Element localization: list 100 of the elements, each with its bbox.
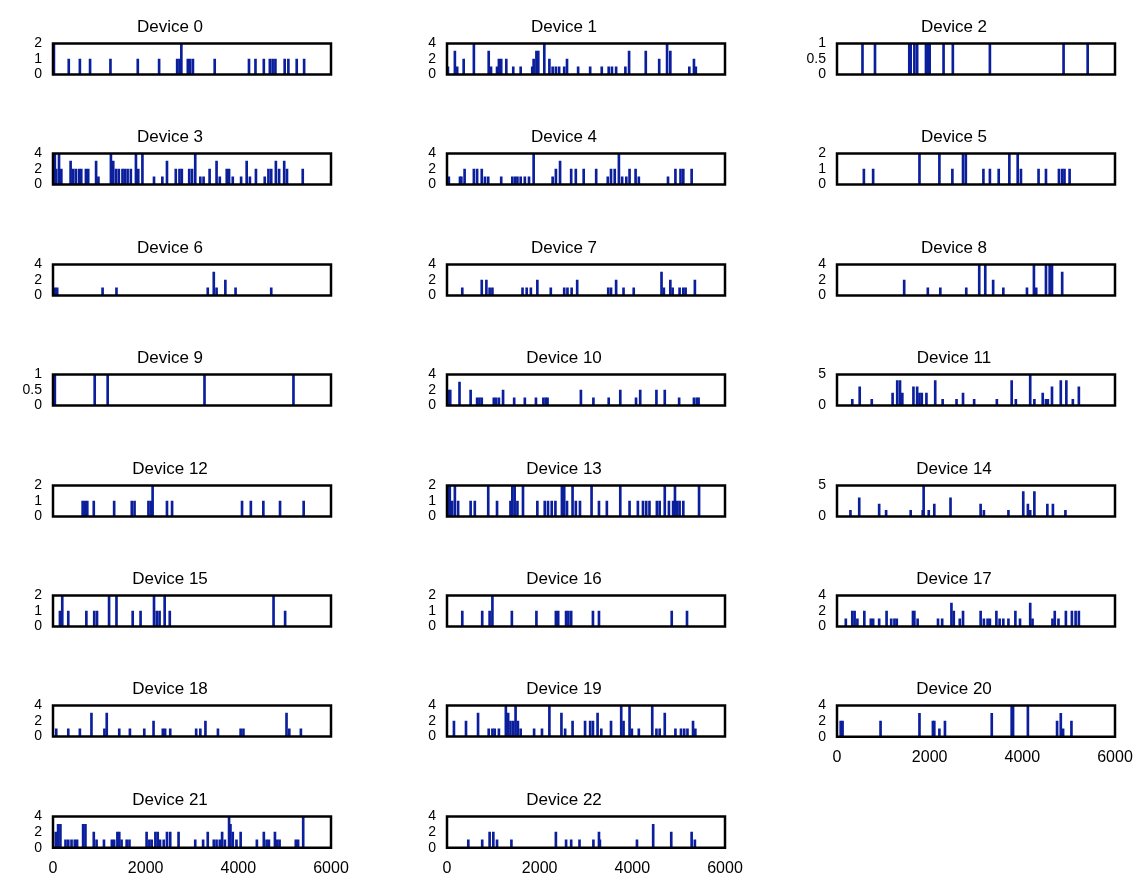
y-tick-label: 0 [818,65,827,82]
y-tick-label: 4 [34,807,43,824]
y-tick-label: 4 [818,586,827,603]
y-tick-label: 2 [428,49,437,66]
y-tick-label: 0 [818,286,827,303]
chart-title: Device 21 [132,789,208,809]
y-tick-label: 0 [34,727,43,744]
y-tick-label: 0 [428,396,437,413]
y-tick-label: 1 [818,34,827,51]
chart-title: Device 0 [136,16,204,36]
x-tick-label: 6000 [313,858,349,876]
y-tick-label: 2 [34,160,43,177]
y-tick-label: 0 [428,65,437,82]
chart-title: Device 5 [920,127,988,147]
x-tick-label: 0 [442,858,452,876]
chart-title: Device 4 [530,127,598,147]
y-tick-label: 0 [818,396,827,413]
y-tick-label: 1 [34,491,43,508]
chart-title: Device 7 [530,237,598,257]
chart-title: Device 20 [916,679,992,699]
y-tick-label: 2 [34,712,43,729]
y-tick-label: 0 [428,175,437,192]
y-tick-label: 4 [428,144,437,161]
chart-title: Device 9 [136,348,204,368]
y-tick-label: 2 [428,160,437,177]
y-tick-label: 5 [818,365,827,382]
y-tick-label: 2 [428,712,437,729]
y-tick-label: 2 [818,601,827,618]
y-tick-label: 0 [34,507,43,524]
y-tick-label: 0 [34,286,43,303]
y-tick-label: 0 [428,286,437,303]
y-tick-label: 2 [34,822,43,839]
y-tick-label: 2 [34,270,43,287]
y-tick-label: 4 [34,696,43,713]
x-tick-label: 0 [48,858,58,876]
x-tick-label: 4000 [1004,748,1041,766]
y-tick-label: 1 [428,601,437,618]
y-tick-label: 0 [34,396,43,413]
x-tick-label: 4000 [614,858,651,876]
y-tick-label: 0 [428,727,437,744]
y-tick-label: 0 [428,838,437,855]
chart-title: Device 15 [132,568,208,588]
y-tick-label: 0.5 [22,381,43,398]
chart-title: Device 16 [526,568,602,588]
y-tick-label: 2 [428,586,437,603]
y-tick-label: 4 [428,807,437,824]
chart-title: Device 13 [526,458,602,478]
y-tick-label: 4 [428,34,437,51]
y-tick-label: 2 [818,270,827,287]
y-tick-label: 2 [34,34,43,51]
y-tick-label: 1 [34,49,43,66]
chart-title: Device 22 [526,789,602,809]
y-tick-label: 2 [34,586,43,603]
y-tick-label: 2 [428,270,437,287]
y-tick-label: 0 [428,507,437,524]
chart-title: Device 10 [526,348,602,368]
y-tick-label: 1 [34,601,43,618]
y-tick-label: 0 [818,728,827,745]
x-tick-label: 2000 [127,858,164,876]
y-tick-label: 4 [818,696,827,713]
x-tick-label: 6000 [707,858,743,876]
y-tick-label: 0 [34,175,43,192]
x-tick-label: 4000 [220,858,257,876]
chart-title: Device 14 [916,458,992,478]
y-tick-label: 4 [428,255,437,272]
y-tick-label: 2 [428,381,437,398]
x-tick-label: 2000 [911,748,948,766]
x-tick-label: 0 [832,748,842,766]
y-tick-label: 4 [818,255,827,272]
y-tick-label: 0 [34,838,43,855]
y-tick-label: 2 [34,475,43,492]
chart-title: Device 19 [526,679,602,699]
y-tick-label: 4 [428,365,437,382]
y-tick-label: 2 [818,144,827,161]
y-tick-label: 0 [818,617,827,634]
y-tick-label: 0.5 [806,49,827,66]
y-tick-label: 4 [34,255,43,272]
y-tick-label: 1 [428,491,437,508]
y-tick-label: 4 [34,144,43,161]
chart-title: Device 18 [132,679,208,699]
y-tick-label: 2 [428,822,437,839]
chart-title: Device 1 [530,16,598,36]
y-tick-label: 0 [818,175,827,192]
y-tick-label: 1 [34,365,43,382]
chart-title: Device 3 [136,127,204,147]
y-tick-label: 2 [818,712,827,729]
chart-title: Device 17 [916,568,992,588]
y-tick-label: 0 [34,617,43,634]
y-tick-label: 0 [428,617,437,634]
chart-title: Device 6 [136,237,204,257]
chart-title: Device 8 [920,237,988,257]
chart-title: Device 12 [132,458,208,478]
y-tick-label: 4 [428,696,437,713]
y-tick-label: 0 [34,65,43,82]
chart-title: Device 2 [920,16,988,36]
y-tick-label: 2 [428,475,437,492]
chart-title: Device 11 [916,348,992,368]
y-tick-label: 0 [818,507,827,524]
y-tick-label: 1 [818,160,827,177]
y-tick-label: 5 [818,475,827,492]
